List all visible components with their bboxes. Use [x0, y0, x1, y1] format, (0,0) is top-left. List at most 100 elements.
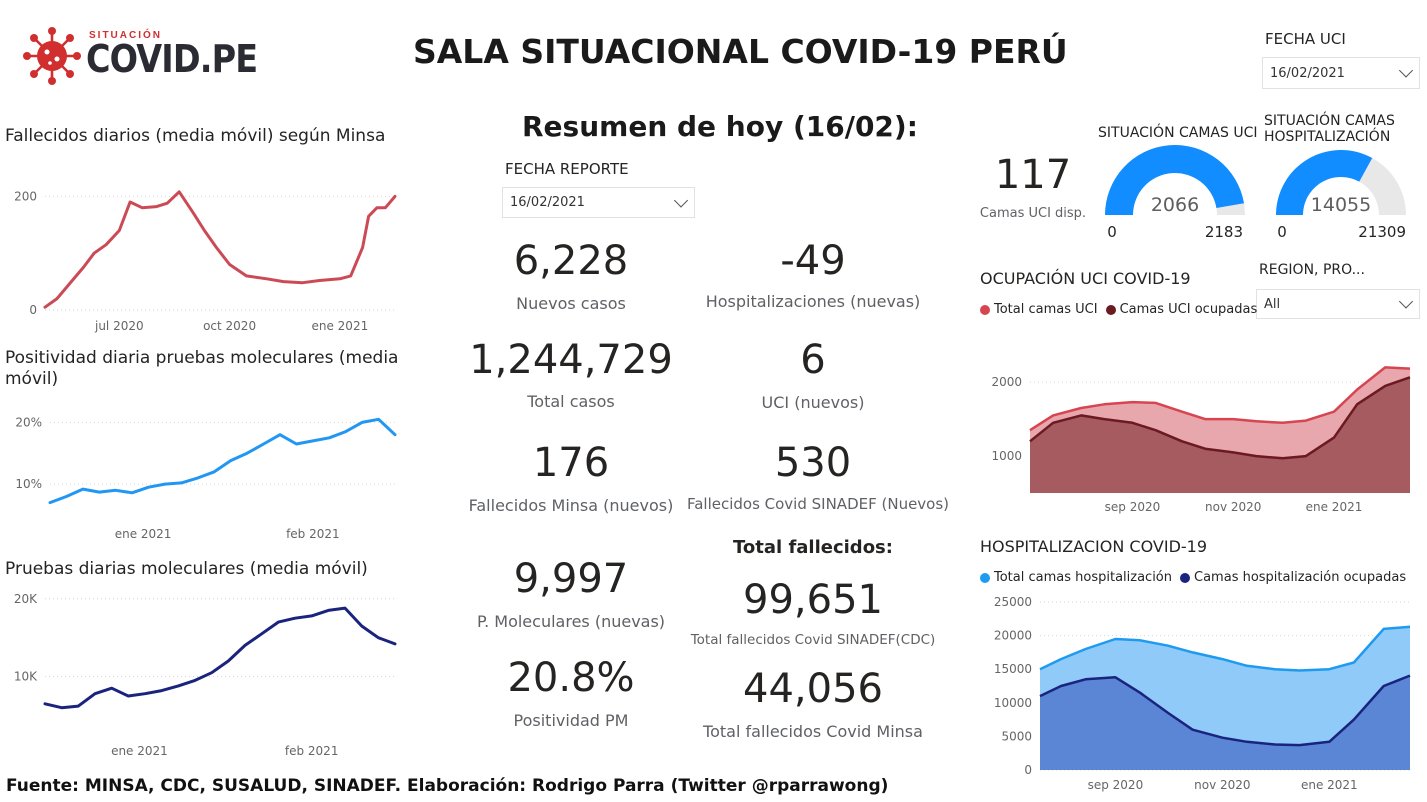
gauge-hosp-title: SITUACIÓN CAMAS HOSPITALIZACIÓN	[1264, 113, 1395, 145]
fecha-reporte-dropdown[interactable]: 16/02/2021	[502, 187, 695, 218]
kpi-total-minsa-label: Total fallecidos Covid Minsa	[703, 722, 923, 741]
y-tick-label: 5000	[1001, 729, 1032, 743]
x-tick-label: nov 2020	[1205, 500, 1261, 514]
y-tick-label: 2000	[991, 375, 1022, 389]
chart-title-uci: OCUPACIÓN UCI COVID-19	[980, 269, 1191, 288]
series-line-hosp-0	[1039, 625, 1411, 672]
series-line-uci-1	[1029, 376, 1411, 460]
kpi-fallecidos-sinadef-label: Fallecidos Covid SINADEF (Nuevos)	[686, 495, 950, 513]
kpi-total-minsa-value: 44,056	[743, 666, 883, 712]
chevron-down-icon	[673, 192, 689, 208]
kpi-nuevos-casos-value: 6,228	[513, 238, 629, 284]
chart-pruebas: 10K 20K ene 2021 feb 2021	[14, 592, 397, 758]
kpi-p-moleculares-label: P. Moleculares (nuevas)	[476, 612, 666, 631]
resumen-title: Resumen de hoy (16/02):	[522, 110, 918, 143]
legend-label-ocupadas-uci: Camas UCI ocupadas	[1119, 302, 1258, 317]
fecha-uci-label: FECHA UCI	[1265, 30, 1346, 48]
logo-text: COVID.PE	[86, 37, 258, 81]
kpi-hospitalizaciones-label: Hospitalizaciones (nuevas)	[705, 292, 921, 311]
x-tick-label: ene 2021	[1301, 778, 1358, 792]
x-tick-label: ene 2021	[115, 527, 172, 541]
gauge-hosp: 14055 0 21309	[1276, 149, 1406, 241]
y-tick-label: 20000	[994, 629, 1032, 643]
legend-dot-total-hosp	[980, 572, 990, 583]
kpi-positividad-label: Positividad PM	[513, 711, 629, 730]
x-tick-label: ene 2021	[111, 744, 168, 758]
region-value: All	[1264, 296, 1281, 312]
x-tick-label: oct 2020	[203, 319, 256, 333]
chart-title-hosp: HOSPITALIZACION COVID-19	[980, 537, 1208, 556]
kpi-fallecidos-minsa-value: 176	[532, 440, 610, 486]
covid-virus-icon	[23, 27, 81, 85]
gauge-value-label: 2066	[1151, 194, 1199, 216]
x-tick-label: feb 2021	[286, 527, 340, 541]
chevron-down-icon	[1398, 63, 1414, 78]
kpi-total-casos-label: Total casos	[527, 392, 615, 411]
y-tick-label: 10%	[15, 477, 42, 491]
x-tick-label: jul 2020	[94, 319, 144, 333]
kpi-positividad-value: 20.8%	[507, 655, 635, 701]
gauge-uci-title: SITUACIÓN CAMAS UCI	[1098, 125, 1258, 141]
series-line-hosp-1	[1039, 674, 1411, 747]
kpi-fallecidos-minsa-label: Fallecidos Minsa (nuevos)	[468, 496, 674, 515]
chart-title-pruebas: Pruebas diarias moleculares (media móvil…	[5, 559, 368, 579]
x-tick-label: sep 2020	[1105, 500, 1161, 514]
y-tick-label: 25000	[994, 595, 1032, 609]
footer-source: Fuente: MINSA, CDC, SUSALUD, SINADEF. El…	[6, 776, 889, 796]
x-tick-label: feb 2021	[285, 744, 339, 758]
gauge-uci: 2066 0 2183	[1105, 145, 1245, 241]
kpi-uci-nuevos-label: UCI (nuevos)	[761, 393, 865, 412]
gauge-min-label: 0	[1107, 223, 1117, 241]
legend-dot-total-uci	[980, 304, 990, 315]
gauge-value-label: 14055	[1311, 194, 1371, 216]
total-fallecidos-heading: Total fallecidos:	[733, 537, 893, 558]
chart-positividad: 10% 20% ene 2021 feb 2021	[15, 415, 397, 541]
fecha-reporte-value: 16/02/2021	[510, 195, 585, 210]
page-title: SALA SITUACIONAL COVID-19 PERÚ	[413, 32, 1068, 71]
y-tick-label: 20K	[14, 592, 38, 606]
series-line-uci-0	[1029, 366, 1411, 432]
series-line-pruebas	[43, 606, 397, 710]
y-tick-label: 10K	[14, 670, 38, 684]
kpi-fallecidos-sinadef-value: 530	[774, 440, 852, 486]
camas-uci-disp-value: 117	[994, 152, 1072, 198]
y-tick-label: 0	[29, 303, 37, 317]
legend-label-total-uci: Total camas UCI	[994, 302, 1098, 317]
x-tick-label: nov 2020	[1194, 778, 1250, 792]
kpi-hospitalizaciones-value: -49	[780, 238, 846, 284]
kpi-total-sinadef-label: Total fallecidos Covid SINADEF(CDC)	[690, 632, 936, 648]
camas-uci-disp-label: Camas UCI disp.	[979, 206, 1087, 221]
series-area-uci-1	[1030, 377, 1410, 493]
fecha-uci-value: 16/02/2021	[1270, 65, 1345, 81]
logo-super-text: SITUACIÓN	[89, 30, 162, 41]
kpi-total-casos-value: 1,244,729	[469, 337, 673, 383]
y-tick-label: 10000	[994, 696, 1032, 710]
chart-fallecidos: 0 200 jul 2020 oct 2020 ene 2021	[14, 189, 397, 333]
kpi-total-sinadef-value: 99,651	[743, 577, 883, 623]
legend-label-total-hosp: Total camas hospitalización	[994, 570, 1173, 585]
y-tick-label: 20%	[15, 415, 42, 429]
kpi-p-moleculares-value: 9,997	[513, 556, 629, 602]
kpi-uci-nuevos-value: 6	[800, 337, 826, 383]
chart-uci: 1000 2000 sep 2020 nov 2020 ene 2021	[991, 366, 1411, 514]
chart-title-fallecidos: Fallecidos diarios (media móvil) según M…	[5, 126, 386, 146]
gauge-fill	[1105, 145, 1245, 215]
series-area-hosp-1	[1040, 675, 1410, 770]
fecha-uci-dropdown[interactable]: 16/02/2021	[1262, 57, 1420, 89]
legend-dot-ocupadas-hosp	[1180, 572, 1191, 583]
legend-hosp: Total camas hospitalización Camas hospit…	[980, 570, 1406, 585]
series-line-positividad	[48, 417, 397, 505]
region-dropdown[interactable]: All	[1256, 289, 1420, 319]
y-tick-label: 0	[1024, 763, 1032, 777]
legend-dot-ocupadas-uci	[1105, 304, 1116, 315]
gauge-min-label: 0	[1277, 223, 1287, 241]
kpi-nuevos-casos-label: Nuevos casos	[516, 294, 626, 313]
y-tick-label: 15000	[994, 662, 1032, 676]
gauge-fill	[1276, 149, 1373, 215]
chevron-down-icon	[1398, 294, 1414, 309]
x-tick-label: ene 2021	[311, 319, 368, 333]
region-slicer-label: REGION, PRO...	[1259, 262, 1365, 278]
chart-title-positividad: Positividad diaria pruebas moleculares (…	[5, 348, 399, 389]
x-tick-label: ene 2021	[1306, 500, 1363, 514]
gauge-max-label: 2183	[1205, 223, 1243, 241]
